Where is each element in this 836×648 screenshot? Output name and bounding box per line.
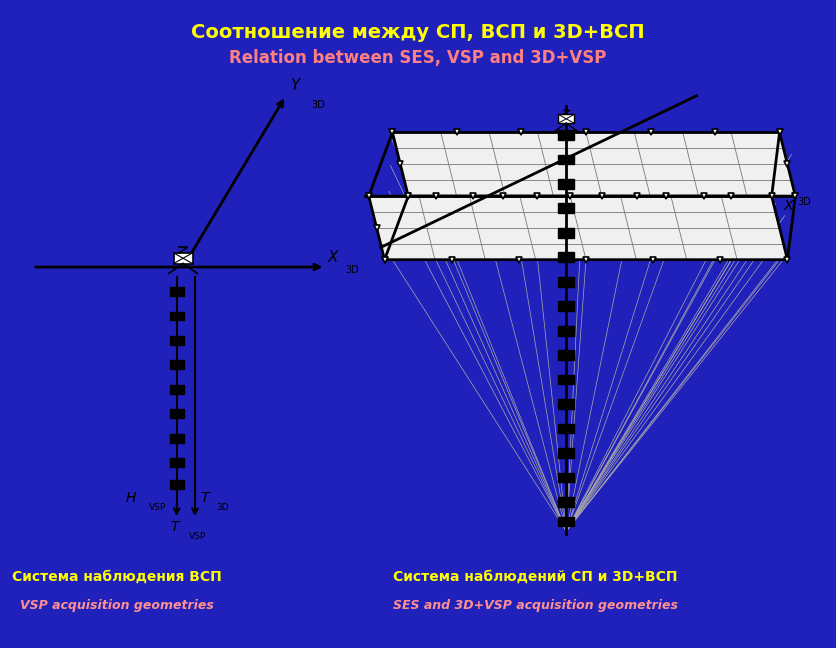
Bar	[558, 179, 574, 189]
Text: Relation between SES, VSP and 3D+VSP: Relation between SES, VSP and 3D+VSP	[229, 49, 607, 67]
Bar	[558, 115, 574, 123]
Bar	[558, 472, 574, 482]
Bar	[558, 228, 574, 238]
Text: $H$: $H$	[125, 491, 137, 505]
Text: $X$: $X$	[327, 249, 340, 264]
Text: $T$: $T$	[201, 491, 212, 505]
Text: Система наблюдений СП и 3D+ВСП: Система наблюдений СП и 3D+ВСП	[393, 570, 677, 584]
Bar	[558, 130, 574, 140]
Bar	[170, 312, 184, 320]
Bar	[170, 360, 184, 369]
Text: VSP: VSP	[149, 503, 166, 512]
Bar	[174, 253, 192, 264]
Bar	[558, 301, 574, 311]
Text: Соотношение между СП, ВСП и 3D+ВСП: Соотношение между СП, ВСП и 3D+ВСП	[191, 23, 645, 41]
Bar	[558, 448, 574, 458]
Text: $X$: $X$	[783, 198, 796, 213]
Bar	[170, 480, 184, 489]
Bar	[558, 203, 574, 213]
Bar	[558, 350, 574, 360]
Text: VSP acquisition geometries: VSP acquisition geometries	[20, 599, 214, 612]
Bar	[558, 375, 574, 384]
Bar	[558, 399, 574, 409]
Bar	[558, 277, 574, 286]
Bar	[170, 385, 184, 394]
Bar	[170, 410, 184, 418]
Polygon shape	[369, 196, 788, 260]
Text: 3D: 3D	[345, 265, 359, 275]
Bar	[558, 252, 574, 262]
Bar	[558, 154, 574, 165]
Text: SES and 3D+VSP acquisition geometries: SES and 3D+VSP acquisition geometries	[393, 599, 677, 612]
Text: 3D: 3D	[798, 197, 812, 207]
Bar	[170, 434, 184, 443]
Text: $T$: $T$	[171, 520, 181, 534]
Bar	[558, 497, 574, 507]
Bar	[170, 336, 184, 345]
Text: 3D: 3D	[311, 100, 325, 110]
Text: VSP: VSP	[189, 531, 206, 540]
Text: 3D: 3D	[217, 503, 229, 512]
Bar	[558, 516, 574, 526]
Bar	[558, 424, 574, 434]
Polygon shape	[392, 132, 795, 196]
Bar	[170, 458, 184, 467]
Bar	[170, 287, 184, 296]
Text: $Y$: $Y$	[290, 77, 302, 93]
Text: Система наблюдения ВСП: Система наблюдения ВСП	[13, 570, 222, 584]
Bar	[558, 326, 574, 336]
